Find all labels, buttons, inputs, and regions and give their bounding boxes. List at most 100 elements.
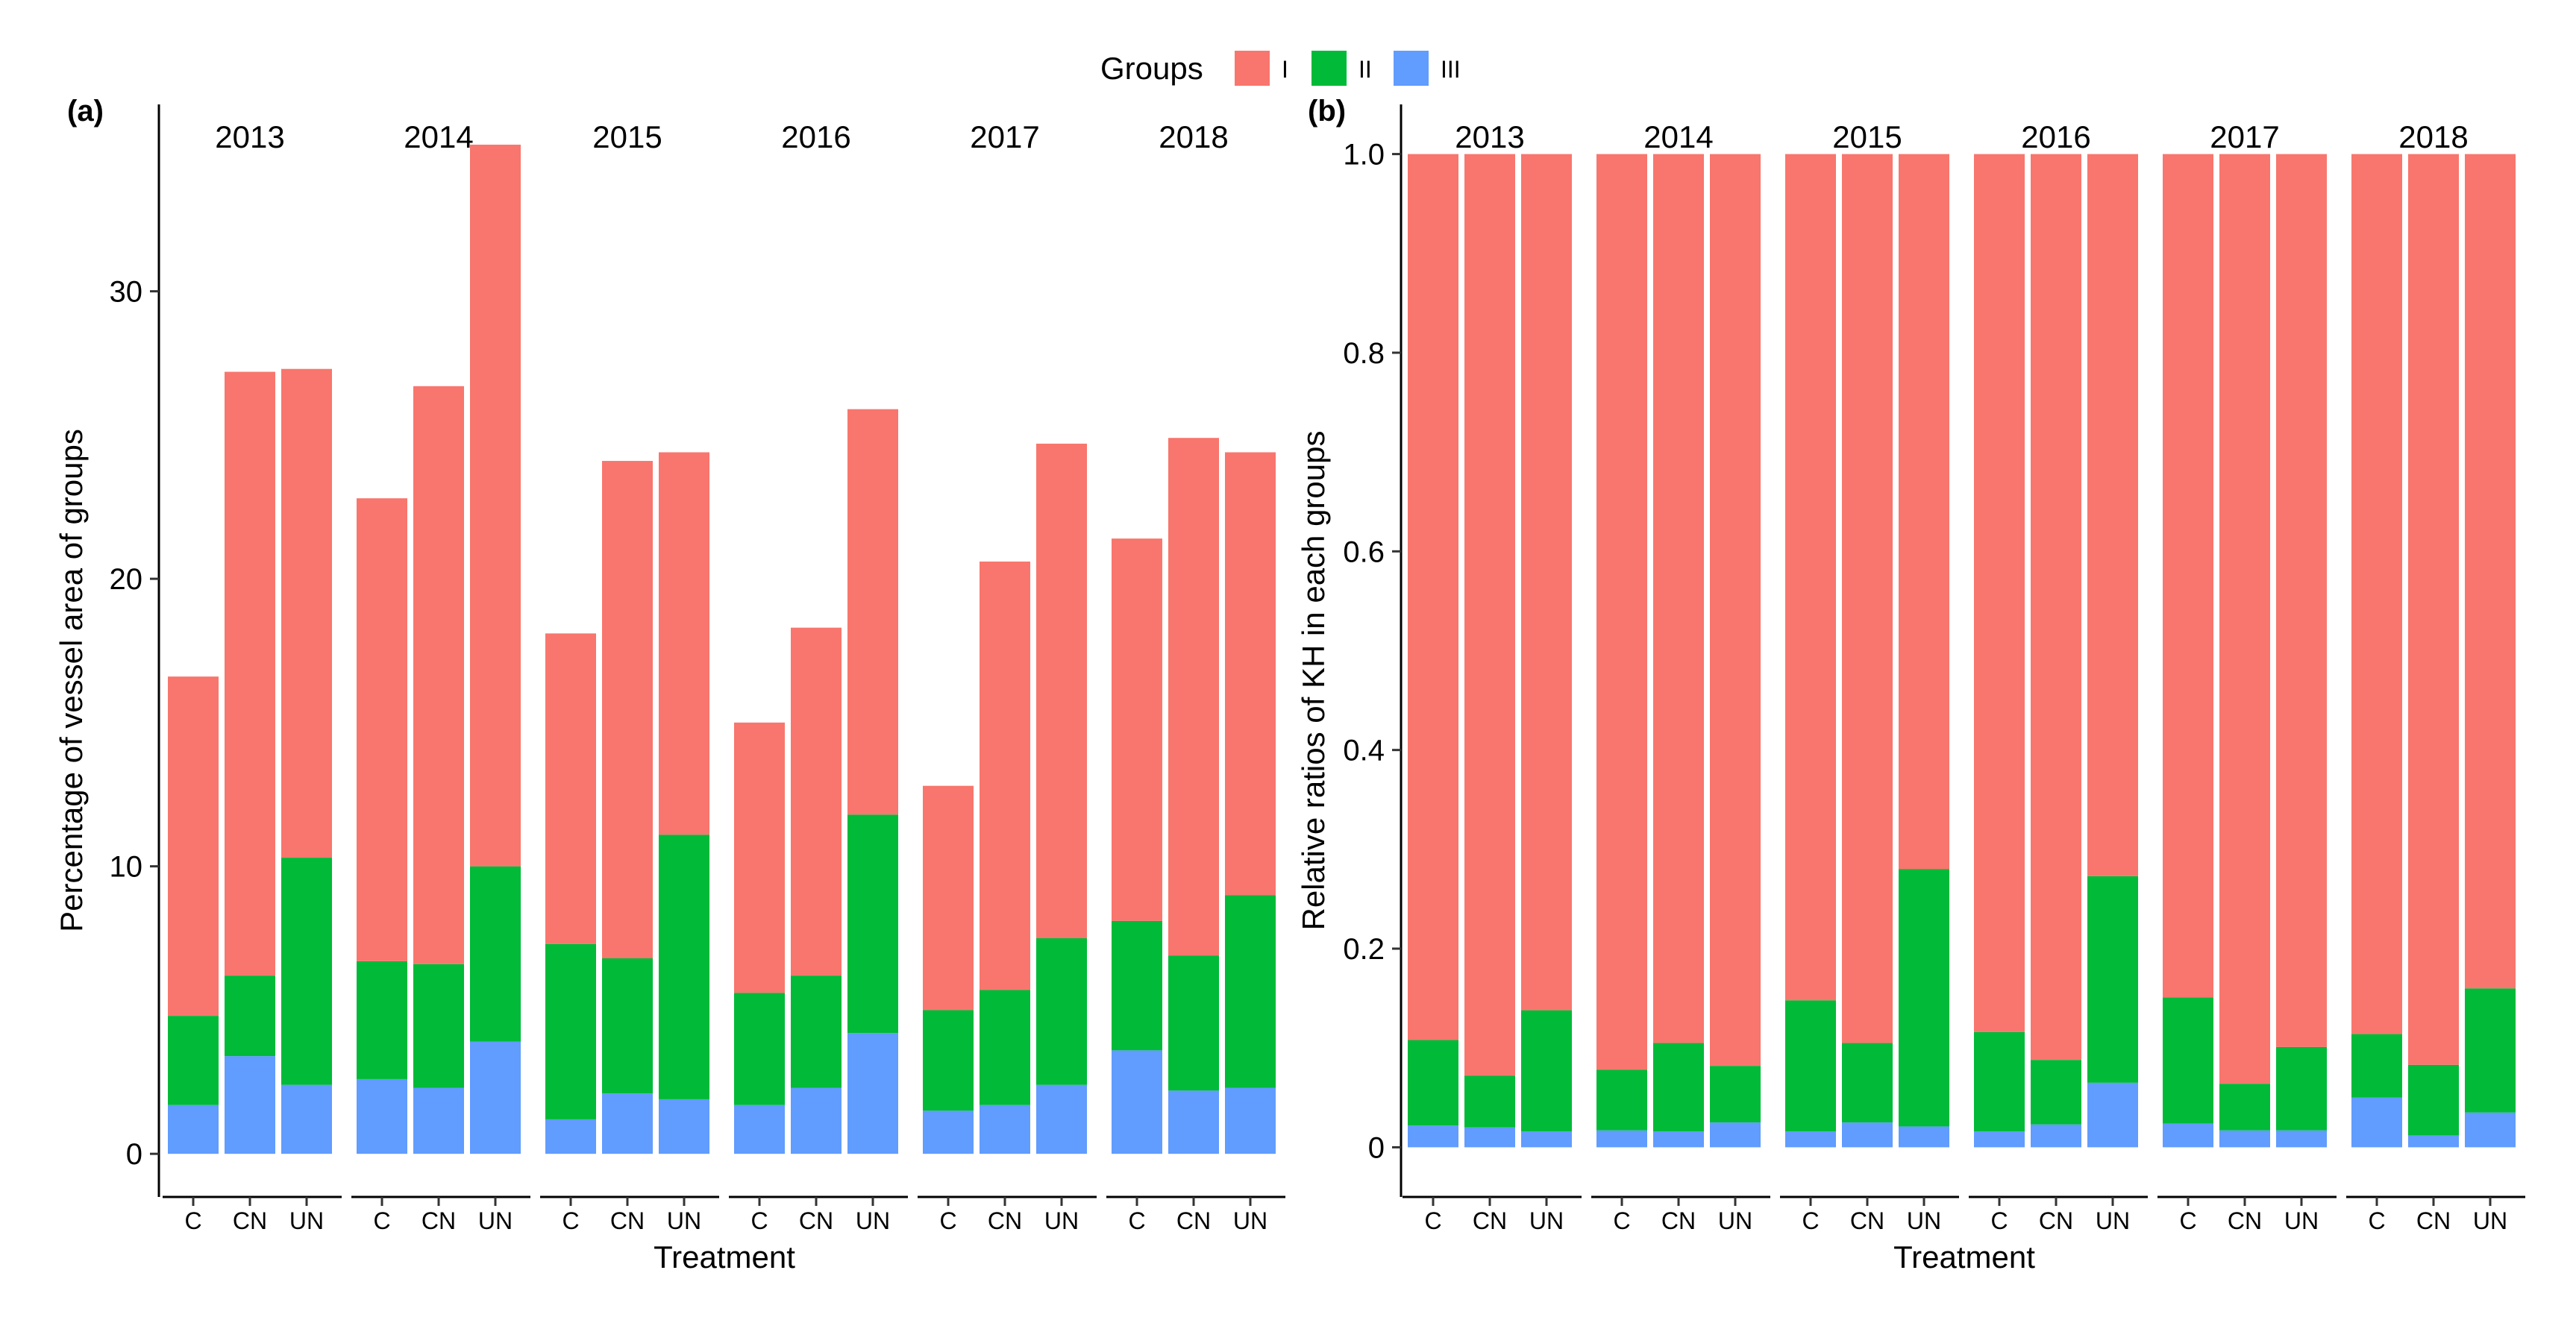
y-tick-label: 0.4	[1343, 735, 1385, 767]
y-tick-label: 1.0	[1343, 139, 1385, 172]
bar-2014-UN-group-I	[470, 144, 521, 867]
facet-2018: 2018 C CN UN	[2346, 119, 2525, 1234]
bar-2018-UN-group-III	[1225, 1087, 1276, 1154]
y-tick-label: 20	[110, 563, 143, 596]
bar-2017-C-group-II	[923, 1010, 974, 1111]
facet-strip-label: 2014	[404, 119, 473, 154]
panel-label: (a)	[67, 95, 104, 128]
x-tick-label: C	[2179, 1207, 2196, 1234]
facet-2014: 2014 C CN UN	[351, 119, 530, 1234]
x-tick-label: C	[1990, 1207, 2008, 1234]
legend-swatch-III	[1394, 51, 1429, 86]
bar-2018-C-group-I	[1112, 538, 1162, 921]
bar-2015-CN-group-I	[602, 461, 653, 959]
bar-2017-CN-group-II	[2219, 1084, 2270, 1131]
x-axis-title: Treatment	[654, 1239, 795, 1275]
x-axis-title: Treatment	[1893, 1239, 2035, 1275]
x-tick-label: UN	[856, 1207, 890, 1234]
y-tick-label: 0	[1368, 1131, 1385, 1164]
bar-2015-CN-group-I	[1842, 154, 1893, 1043]
bar-2017-C-group-III	[2163, 1123, 2213, 1148]
bar-2015-C-group-I	[1785, 154, 1836, 1001]
bar-2013-UN-group-I	[1521, 154, 1572, 1011]
facet-strip-label: 2015	[592, 119, 662, 154]
bar-2014-C-group-I	[357, 498, 407, 961]
x-tick-label: C	[2368, 1207, 2385, 1234]
bar-2014-C-group-I	[1596, 154, 1647, 1070]
bar-2017-UN-group-III	[2276, 1130, 2327, 1148]
bar-2013-CN-group-III	[225, 1056, 275, 1154]
facet-2014: 2014 C CN UN	[1591, 119, 1770, 1234]
bar-2018-CN-group-II	[1168, 955, 1219, 1091]
bar-2014-C-group-III	[1596, 1130, 1647, 1148]
bar-2015-UN-group-I	[1899, 154, 1949, 870]
bar-2016-C-group-III	[1974, 1131, 2025, 1148]
bar-2014-UN-group-II	[1710, 1066, 1761, 1123]
facet-2017: 2017 C CN UN	[2157, 119, 2337, 1234]
bar-2017-UN-group-III	[1036, 1084, 1087, 1154]
bar-2018-UN-group-I	[1225, 452, 1276, 896]
bar-2017-C-group-II	[2163, 997, 2213, 1124]
x-tick-label: UN	[289, 1207, 324, 1234]
y-tick-label: 0.6	[1343, 535, 1385, 568]
legend-label-I: I	[1282, 56, 1288, 83]
x-tick-label: C	[1424, 1207, 1441, 1234]
x-tick-label: C	[1613, 1207, 1630, 1234]
x-tick-label: UN	[2284, 1207, 2319, 1234]
facet-strip-label: 2018	[2398, 119, 2468, 154]
x-tick-label: C	[184, 1207, 201, 1234]
bar-2017-UN-group-I	[2276, 154, 2327, 1047]
x-tick-label: CN	[610, 1207, 645, 1234]
bar-2018-C-group-II	[1112, 920, 1162, 1051]
bar-2014-UN-group-I	[1710, 154, 1761, 1066]
bar-2018-C-group-III	[2351, 1097, 2402, 1148]
bar-2016-CN-group-I	[2031, 154, 2081, 1060]
bar-2013-UN-group-II	[1521, 1010, 1572, 1132]
bar-2016-UN-group-II	[2087, 876, 2138, 1083]
bar-2014-C-group-II	[1596, 1069, 1647, 1131]
x-tick-label: C	[1128, 1207, 1145, 1234]
legend-label-II: II	[1358, 56, 1372, 83]
bar-2017-CN-group-I	[2219, 154, 2270, 1084]
bar-2015-CN-group-II	[1842, 1043, 1893, 1123]
x-tick-label: UN	[1529, 1207, 1564, 1234]
bar-2013-C-group-I	[168, 676, 219, 1016]
bar-2014-CN-group-II	[1653, 1043, 1704, 1132]
bar-2016-C-group-II	[734, 993, 785, 1105]
bar-2013-UN-group-III	[1521, 1131, 1572, 1148]
bar-2013-CN-group-III	[1464, 1127, 1515, 1148]
x-tick-label: C	[1802, 1207, 1819, 1234]
y-tick-label: 10	[110, 851, 143, 884]
bar-2014-CN-group-I	[1653, 154, 1704, 1043]
bar-2017-CN-group-III	[980, 1104, 1030, 1154]
facet-strip-label: 2013	[215, 119, 284, 154]
facet-2015: 2015 C CN UN	[1780, 119, 1959, 1234]
x-tick-label: UN	[2473, 1207, 2507, 1234]
facet-2018: 2018 C CN UN	[1106, 119, 1285, 1234]
bar-2018-CN-group-I	[2408, 154, 2459, 1065]
bar-2014-UN-group-III	[470, 1041, 521, 1154]
bar-2014-CN-group-I	[413, 386, 464, 964]
x-tick-label: CN	[233, 1207, 267, 1234]
legend-title: Groups	[1100, 51, 1203, 86]
bar-2014-UN-group-II	[470, 866, 521, 1042]
x-tick-label: CN	[1473, 1207, 1507, 1234]
x-tick-label: UN	[667, 1207, 701, 1234]
bar-2015-UN-group-I	[659, 452, 709, 835]
x-tick-label: CN	[799, 1207, 833, 1234]
bar-2015-UN-group-II	[1899, 869, 1949, 1127]
bar-2015-C-group-II	[1785, 1000, 1836, 1132]
bar-2013-UN-group-II	[281, 858, 332, 1085]
facet-strip-label: 2013	[1455, 119, 1524, 154]
bar-2015-UN-group-III	[659, 1099, 709, 1154]
facet-2013: 2013 C CN UN	[1403, 119, 1582, 1234]
bar-2018-CN-group-II	[2408, 1064, 2459, 1136]
y-tick-label: 0.2	[1343, 933, 1385, 966]
bar-2017-UN-group-II	[2276, 1046, 2327, 1131]
x-tick-label: CN	[2416, 1207, 2451, 1234]
bar-2013-CN-group-II	[1464, 1075, 1515, 1128]
x-tick-label: UN	[1233, 1207, 1267, 1234]
panel-a: (a) 0 10 20 30 Percentage of vessel area of g…	[54, 95, 1285, 1275]
bar-2015-C-group-III	[545, 1119, 596, 1154]
